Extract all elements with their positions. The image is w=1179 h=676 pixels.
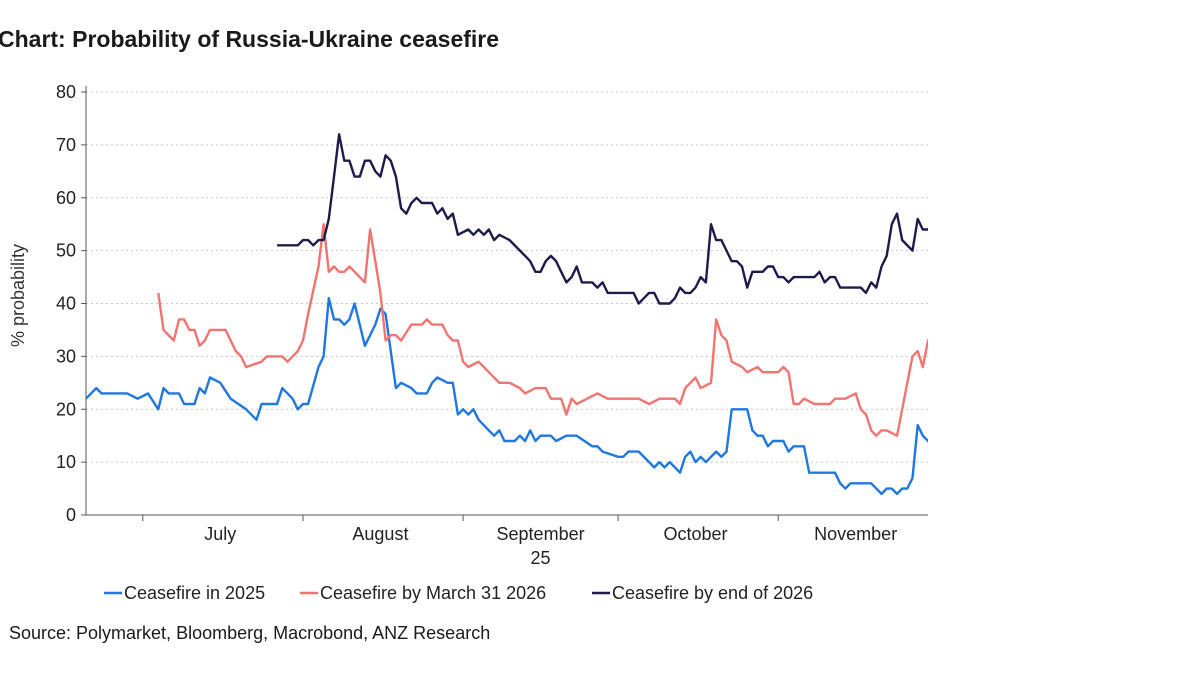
y-axis-title: % probability xyxy=(8,244,28,347)
x-tick-label: August xyxy=(352,524,408,544)
y-tick-label: 80 xyxy=(56,82,76,102)
series-lines xyxy=(86,133,928,496)
y-tick-label: 60 xyxy=(56,188,76,208)
y-tick-label: 50 xyxy=(56,241,76,261)
y-tick-label: 40 xyxy=(56,294,76,314)
x-tick-label: October xyxy=(664,524,728,544)
legend: Ceasefire in 2025 Ceasefire by March 31 2… xyxy=(104,583,813,603)
x-tick-label: September xyxy=(497,524,585,544)
y-tick-label: 0 xyxy=(66,505,76,525)
legend-label: Ceasefire by March 31 2026 xyxy=(320,583,546,603)
chart-title: Chart: Probability of Russia-Ukraine cea… xyxy=(0,26,500,52)
series-line-2 xyxy=(157,223,928,437)
legend-label: Ceasefire in 2025 xyxy=(124,583,265,603)
gridlines xyxy=(86,91,928,463)
x-tick-label: November xyxy=(814,524,897,544)
series-line-3 xyxy=(277,133,928,305)
series-line-1 xyxy=(86,297,928,496)
y-tick-label: 20 xyxy=(56,399,76,419)
y-tick-label: 10 xyxy=(56,452,76,472)
x-tick-label: 25 xyxy=(531,548,551,568)
source-note: Source: Polymarket, Bloomberg, Macrobond… xyxy=(9,623,491,643)
y-tick-label: 70 xyxy=(56,135,76,155)
y-tick-label: 30 xyxy=(56,346,76,366)
axes: 0 10 20 30 40 50 60 70 80 July August September 25 Oc… xyxy=(8,82,928,568)
x-tick-label: July xyxy=(204,524,236,544)
legend-label: Ceasefire by end of 2026 xyxy=(612,583,813,603)
